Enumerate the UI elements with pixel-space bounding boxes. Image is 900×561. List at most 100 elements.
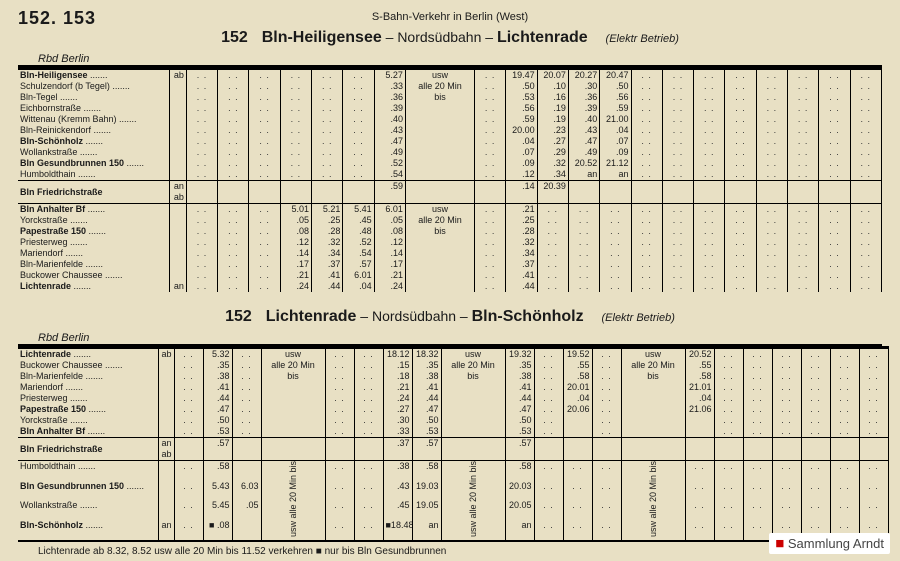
empty-cell: . . [743,520,772,541]
empty-cell: . . [218,248,249,259]
empty-cell: . . [249,92,280,103]
empty-cell: . . [475,259,506,270]
empty-cell: . . [830,500,859,519]
empty-cell: . . [568,237,599,248]
empty-cell: . . [772,382,801,393]
ab-an [169,158,186,169]
time-cell: 19.52 [563,348,592,361]
empty-cell: . . [186,125,217,136]
empty-cell: . . [218,158,249,169]
empty-cell: . . [756,248,787,259]
empty-cell: . . [249,114,280,125]
empty-cell: . . [186,215,217,226]
empty-cell: . . [631,215,662,226]
station-name: Bln Gesundbrunnen 150 ....... [18,158,169,169]
time-cell: .59 [600,103,631,114]
empty-cell: . . [662,237,693,248]
time-cell: .53 [505,426,534,438]
empty-cell: . . [218,103,249,114]
time-cell: .25 [312,215,343,226]
empty-cell: . . [631,136,662,147]
ab-an [169,226,186,237]
time-cell: 20.52 [685,348,714,361]
empty-cell: . . [662,248,693,259]
empty-cell: . . [850,125,881,136]
time-cell: 20.03 [505,481,534,500]
empty-cell: . . [694,248,725,259]
time-cell: 21.12 [600,158,631,169]
empty-cell: . . [819,136,850,147]
route-title-1: 152 Bln-Heiligensee – Nordsüdbahn – Lich… [18,29,882,47]
empty-cell: . . [475,158,506,169]
empty-cell: . . [218,237,249,248]
empty-cell: . . [756,204,787,216]
time-cell: .34 [506,248,537,259]
empty-cell: . . [694,125,725,136]
empty-cell: . . [714,393,743,404]
time-cell: .55 [685,360,714,371]
station-name: Mariendorf ....... [18,248,169,259]
empty-cell: . . [631,92,662,103]
empty-cell: . . [743,393,772,404]
station-name: Bln Friedrichstraße [18,438,158,461]
time-cell: .05 [280,215,311,226]
empty-cell: . . [801,382,830,393]
empty-cell: . . [694,158,725,169]
empty-cell: . . [756,81,787,92]
empty-cell: . . [662,259,693,270]
empty-cell: . . [475,270,506,281]
empty-cell: . . [186,226,217,237]
empty-cell: . . [788,69,819,82]
empty-cell: . . [592,426,621,438]
time-cell: 21.06 [685,404,714,415]
empty-cell: . . [232,426,261,438]
time-cell: .58 [563,371,592,382]
time-cell: 5.01 [280,204,311,216]
empty-cell: . . [714,520,743,541]
empty-cell: . . [830,371,859,382]
ab-an [169,81,186,92]
empty-cell: . . [694,136,725,147]
empty-cell: . . [280,114,311,125]
empty-cell: . . [662,215,693,226]
time-cell: .19 [537,103,568,114]
time-cell: .32 [537,158,568,169]
empty-cell: . . [537,204,568,216]
empty-cell: . . [743,371,772,382]
empty-cell: . . [743,461,772,481]
empty-cell: . . [788,237,819,248]
time-cell: .44 [312,281,343,292]
empty-cell: . . [218,270,249,281]
empty-cell: . . [801,348,830,361]
empty-cell: . . [801,371,830,382]
ab-an: an [158,438,174,450]
empty-cell: . . [537,259,568,270]
empty-cell: . . [725,259,756,270]
timetable-2: Lichtenrade .......ab. .5.32. .uswalle 2… [18,346,889,542]
empty-cell: . . [563,500,592,519]
empty-cell: . . [186,81,217,92]
station-name: Papestraße 150 ....... [18,226,169,237]
time-cell: .23 [537,125,568,136]
empty-cell: . . [249,215,280,226]
empty-cell: . . [801,415,830,426]
empty-cell: . . [756,136,787,147]
empty-cell: . . [756,169,787,181]
time-cell: 20.27 [568,69,599,82]
empty-cell: . . [788,114,819,125]
empty-cell: . . [830,415,859,426]
empty-cell: . . [354,404,383,415]
time-cell: .56 [506,103,537,114]
time-cell: .35 [203,360,232,371]
empty-cell: . . [631,81,662,92]
empty-cell: . . [218,169,249,181]
station-name: Humboldthain ....... [18,169,169,181]
empty-cell: . . [788,103,819,114]
empty-cell: . . [249,237,280,248]
empty-cell: . . [725,147,756,158]
time-cell: 21.01 [685,382,714,393]
time-cell: 6.01 [343,270,374,281]
time-cell: .41 [312,270,343,281]
empty-cell: . . [312,103,343,114]
time-cell: .41 [505,382,534,393]
